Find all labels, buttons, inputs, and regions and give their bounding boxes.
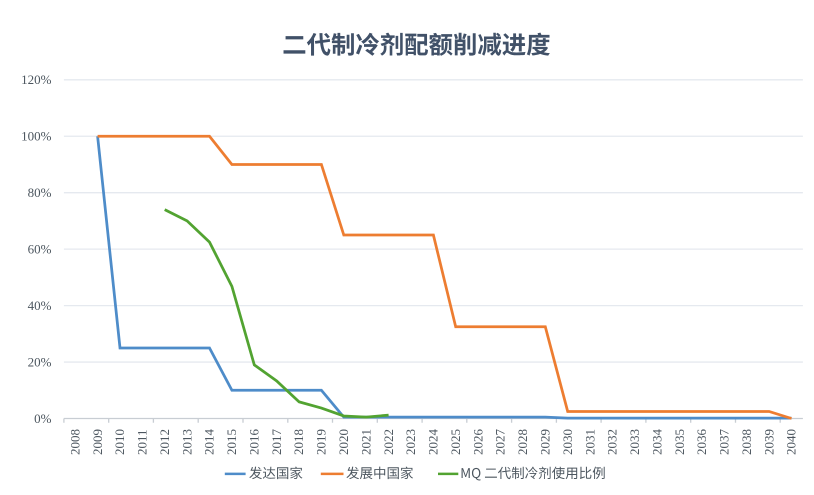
- svg-text:80%: 80%: [28, 185, 52, 200]
- svg-text:2011: 2011: [135, 429, 150, 455]
- svg-text:0%: 0%: [34, 411, 52, 426]
- svg-text:2023: 2023: [403, 429, 418, 455]
- svg-text:2039: 2039: [761, 429, 776, 455]
- svg-text:2025: 2025: [448, 429, 463, 455]
- svg-text:2029: 2029: [538, 429, 553, 455]
- svg-text:2016: 2016: [247, 429, 262, 456]
- svg-text:2034: 2034: [649, 429, 664, 456]
- svg-text:20%: 20%: [28, 354, 52, 369]
- svg-text:2038: 2038: [739, 429, 754, 455]
- svg-text:2018: 2018: [291, 429, 306, 455]
- svg-text:2013: 2013: [179, 429, 194, 455]
- svg-text:100%: 100%: [21, 129, 52, 144]
- svg-text:2035: 2035: [672, 429, 687, 455]
- svg-text:2033: 2033: [627, 429, 642, 455]
- svg-text:2012: 2012: [157, 429, 172, 455]
- svg-text:2015: 2015: [224, 429, 239, 455]
- svg-text:2036: 2036: [694, 429, 709, 456]
- svg-text:2028: 2028: [515, 429, 530, 455]
- svg-text:2008: 2008: [67, 429, 82, 455]
- svg-text:2030: 2030: [560, 429, 575, 455]
- svg-text:2020: 2020: [336, 429, 351, 455]
- svg-text:2040: 2040: [784, 429, 799, 455]
- svg-text:2009: 2009: [90, 429, 105, 455]
- svg-text:2010: 2010: [112, 429, 127, 455]
- svg-text:2014: 2014: [202, 429, 217, 456]
- svg-text:40%: 40%: [28, 298, 52, 313]
- svg-text:2026: 2026: [470, 429, 485, 456]
- svg-text:2037: 2037: [717, 429, 732, 456]
- svg-text:2027: 2027: [493, 429, 508, 456]
- svg-text:120%: 120%: [21, 72, 52, 87]
- svg-text:2024: 2024: [426, 429, 441, 456]
- svg-text:2021: 2021: [358, 429, 373, 455]
- svg-text:2019: 2019: [314, 429, 329, 455]
- svg-text:2032: 2032: [605, 429, 620, 455]
- svg-text:2022: 2022: [381, 429, 396, 455]
- svg-text:2031: 2031: [582, 429, 597, 455]
- svg-text:60%: 60%: [28, 241, 52, 256]
- svg-text:2017: 2017: [269, 429, 284, 456]
